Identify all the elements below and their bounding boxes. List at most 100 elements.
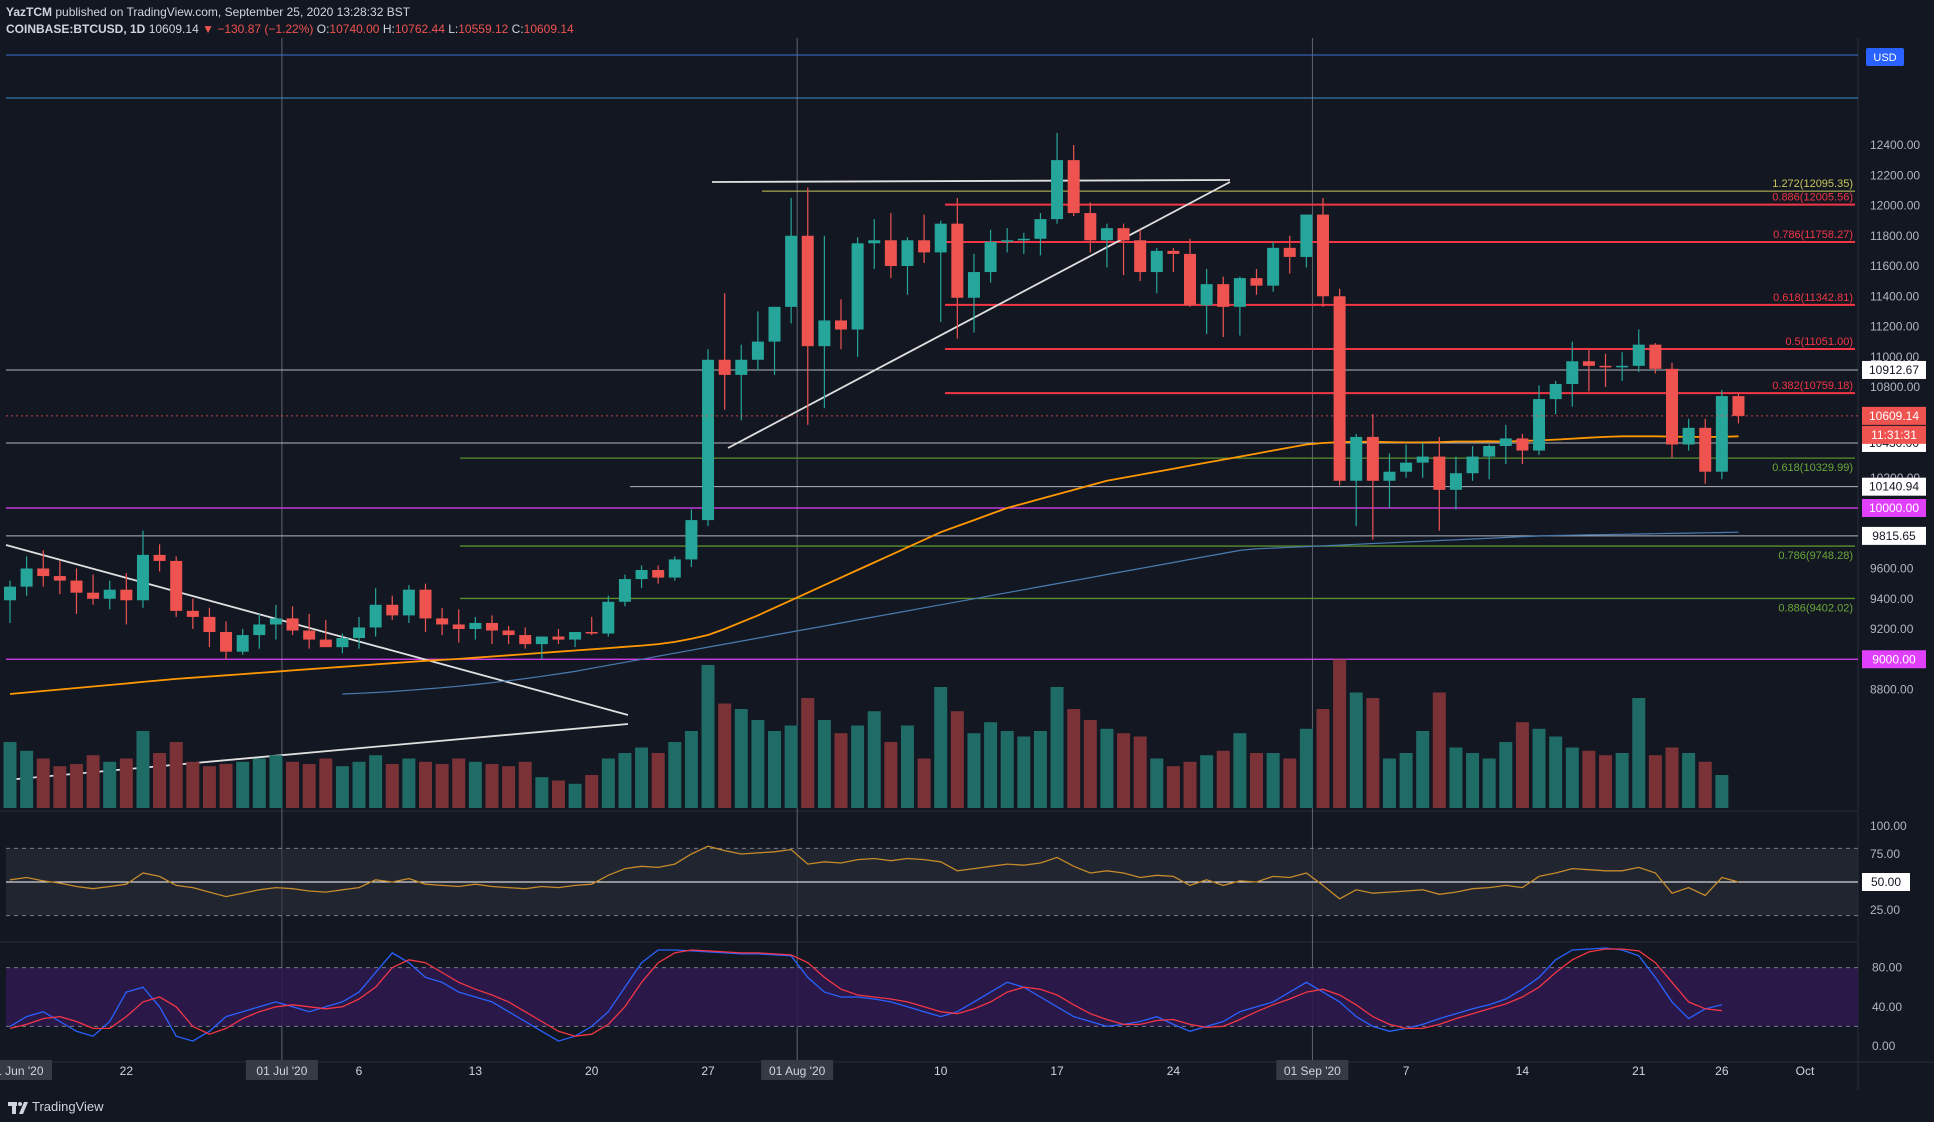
candle-body [702, 359, 715, 521]
price-axis-label: 10800.00 [1870, 380, 1920, 394]
stoch-d-line [9, 948, 1722, 1037]
fib-level-label: 0.618(11342.81) [1773, 292, 1853, 304]
candle-body [1117, 228, 1130, 241]
rsi-value-badge [1862, 873, 1910, 891]
fib-level-label: 0.886(9402.02) [1778, 602, 1853, 614]
volume-bar [1200, 755, 1214, 808]
volume-bar [136, 731, 150, 808]
date-axis-label: 26 [1715, 1064, 1729, 1078]
currency-badge [1866, 48, 1904, 66]
publish-header: YazTCM published on TradingView.com, Sep… [6, 5, 410, 19]
tradingview-brand[interactable]: TradingView [8, 1099, 104, 1114]
volume-bar [402, 758, 416, 808]
candle-body [1167, 250, 1180, 254]
candle-body [967, 272, 980, 298]
date-axis-badge [245, 1060, 318, 1080]
low-label: L: [448, 22, 459, 36]
candle-body [884, 240, 897, 266]
candle-body [1316, 214, 1329, 297]
volume-bar [485, 764, 499, 808]
volume-bar [1033, 731, 1047, 808]
candle-body [1516, 438, 1529, 451]
price-level-badge-label: 9815.65 [1872, 529, 1916, 543]
high-value: 10762.44 [394, 22, 445, 36]
date-axis-label: 14 [1516, 1064, 1530, 1078]
volume-bar [502, 766, 516, 808]
candle-body [1067, 160, 1080, 214]
date-axis-label: 21 [1632, 1064, 1646, 1078]
volume-bar [1715, 775, 1729, 808]
close-value: 10609.14 [523, 22, 574, 36]
volume-bar [1216, 750, 1230, 808]
candle-body [785, 235, 798, 307]
price-level-badge-label: 10000.00 [1869, 501, 1919, 515]
candle-body [452, 624, 465, 629]
candle-body [751, 341, 764, 360]
price-axis-label: 9200.00 [1870, 622, 1914, 636]
price-level-badge [1862, 406, 1926, 425]
date-axis-label: 7 [1403, 1064, 1410, 1078]
volume-bar [585, 775, 599, 808]
volume-bar [1665, 747, 1679, 808]
volume-bar [1333, 659, 1347, 808]
volume-bar [269, 755, 283, 808]
candle-body [4, 586, 16, 601]
volume-bar [684, 731, 698, 808]
candle-body [1184, 253, 1197, 306]
candle-body [1150, 250, 1163, 273]
candle-body [635, 570, 648, 580]
candle-body [120, 589, 133, 601]
volume-bar [701, 665, 715, 808]
volume-bar [1449, 747, 1463, 808]
symbol-name[interactable]: COINBASE:BTCUSD, 1D [6, 22, 146, 36]
candle-body [1699, 427, 1712, 472]
candle-body [37, 568, 50, 577]
candle-body [1666, 368, 1678, 445]
candle-body [220, 632, 233, 652]
volume-bar [668, 742, 682, 808]
resistance-line [711, 179, 1231, 183]
date-axis-label: 27 [701, 1064, 715, 1078]
date-axis-label: 01 Jul '20 [256, 1064, 307, 1078]
close-label: C: [511, 22, 524, 36]
stoch-band [6, 967, 1858, 1027]
candle-body [735, 359, 748, 375]
candle-body [1283, 247, 1296, 257]
volume-bar [900, 725, 914, 808]
volume-bar [551, 780, 565, 808]
volume-bar [252, 758, 266, 808]
candle-body [951, 223, 964, 298]
date-axis-label: 01 Aug '20 [769, 1064, 826, 1078]
candle-body [1267, 247, 1280, 286]
fib-level-label: 1.272(12095.35) [1772, 178, 1853, 190]
date-axis-label: 01 Jun '20 [0, 1064, 44, 1078]
moving-average-100-line [9, 435, 1739, 695]
price-level-badge [1862, 360, 1926, 379]
volume-bar [419, 761, 432, 808]
candle-body [934, 223, 947, 253]
candle-body [1466, 456, 1479, 474]
volume-bar [768, 731, 782, 808]
author-name[interactable]: YazTCM [6, 5, 53, 19]
candle-body [1084, 213, 1097, 241]
volume-bar [817, 720, 831, 808]
candle-body [386, 604, 399, 616]
candle-body [1400, 462, 1413, 472]
candle-body [319, 639, 332, 648]
volume-bar [917, 758, 931, 808]
candle-body [253, 624, 266, 636]
candle-body [1001, 240, 1014, 242]
price-level-badge [1862, 499, 1926, 517]
candle-body [87, 592, 100, 599]
volume-bar [1299, 728, 1313, 808]
date-axis-label: 20 [585, 1064, 599, 1078]
price-axis-label: 11000.00 [1870, 350, 1919, 364]
price-axis-label: 9600.00 [1870, 562, 1914, 576]
volume-bar [69, 764, 83, 808]
volume-bar [1499, 742, 1513, 808]
candle-body [136, 554, 149, 601]
price-axis-label: 12200.00 [1870, 168, 1920, 182]
candle-body [469, 622, 482, 629]
